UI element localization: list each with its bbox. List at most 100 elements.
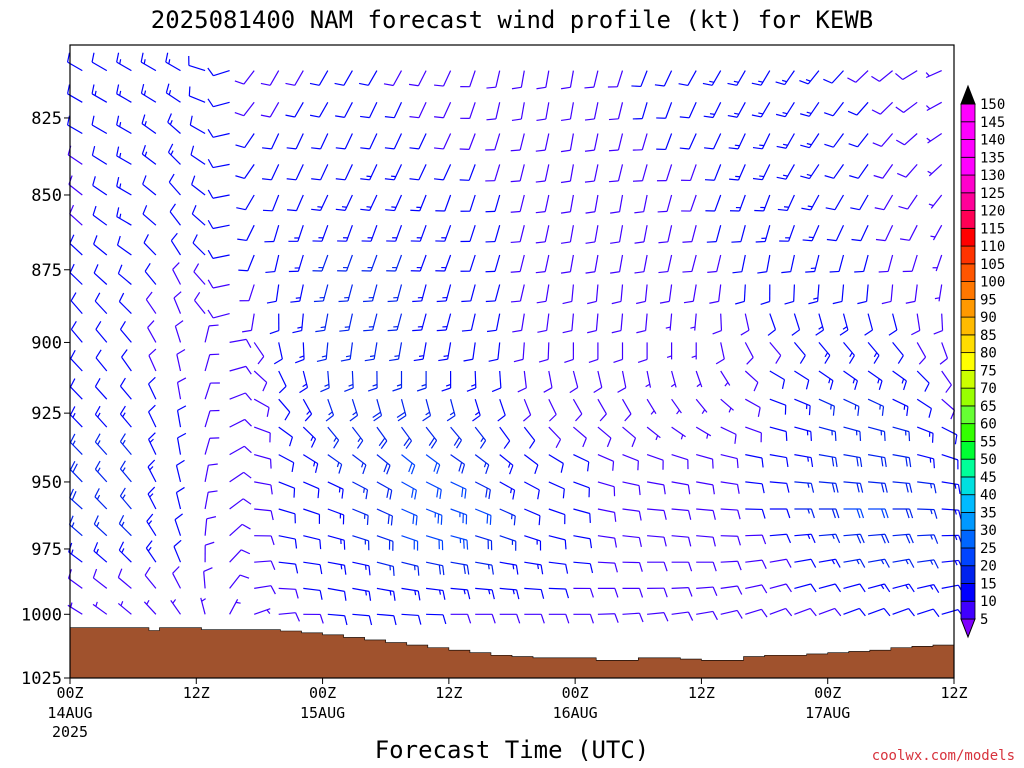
barb-shaft xyxy=(229,418,246,428)
barb-full xyxy=(589,513,591,523)
barb-shaft xyxy=(856,101,869,116)
barb-shaft xyxy=(70,358,83,372)
wind-barb xyxy=(941,426,958,445)
wind-barb xyxy=(573,481,590,498)
barb-half xyxy=(143,90,147,96)
wind-barb xyxy=(839,313,849,336)
wind-barb xyxy=(916,342,927,365)
wind-barb xyxy=(327,587,347,601)
barb-half xyxy=(806,430,809,436)
barb-full xyxy=(634,211,644,214)
barb-half xyxy=(510,514,513,520)
barb-full xyxy=(632,149,643,151)
barb-full xyxy=(905,508,910,519)
barb-shaft xyxy=(499,399,506,416)
wind-barb xyxy=(207,309,230,319)
colorbar-swatch xyxy=(960,583,976,602)
wind-barb xyxy=(895,133,918,146)
wind-barb xyxy=(118,514,132,537)
barb-full xyxy=(278,385,287,394)
barb-full xyxy=(91,84,95,94)
y-tick-label: 825 xyxy=(31,109,62,129)
barb-shaft xyxy=(548,508,566,516)
barb-shaft xyxy=(887,254,894,272)
wind-barb xyxy=(755,225,771,243)
barb-full xyxy=(849,175,859,179)
barb-full xyxy=(335,208,346,212)
wind-barb xyxy=(288,254,304,273)
barb-shaft xyxy=(908,224,918,241)
barb-full xyxy=(856,534,862,544)
barb-half xyxy=(294,237,300,239)
wind-barb xyxy=(311,133,329,150)
barb-shaft xyxy=(343,70,353,86)
barb-full xyxy=(587,300,597,305)
barb-full xyxy=(835,483,839,493)
wind-barb xyxy=(573,535,593,549)
barb-full xyxy=(147,486,156,495)
wind-barb xyxy=(656,164,673,182)
wind-barb xyxy=(678,70,697,87)
barb-full xyxy=(560,86,571,90)
barb-shaft xyxy=(417,70,427,87)
barb-full xyxy=(884,508,889,519)
wind-barb xyxy=(646,454,664,470)
barb-full xyxy=(608,180,619,183)
barb-shaft xyxy=(688,133,697,150)
barb-full xyxy=(702,82,713,86)
barb-full xyxy=(361,240,372,242)
barb-full xyxy=(94,460,101,470)
barb-shaft xyxy=(917,584,934,589)
barb-full xyxy=(802,239,813,242)
wind-barb xyxy=(93,515,108,537)
barb-full xyxy=(513,358,524,363)
wind-barb xyxy=(720,609,743,619)
wind-barb xyxy=(727,102,746,118)
barb-full xyxy=(884,558,890,568)
barb-full xyxy=(777,208,788,212)
barb-half xyxy=(143,59,146,64)
barb-shaft xyxy=(450,399,456,416)
barb-half xyxy=(459,538,462,544)
wind-barb xyxy=(335,194,353,212)
barb-shaft xyxy=(916,426,934,434)
barb-half xyxy=(696,383,702,388)
barb-full xyxy=(207,279,214,289)
barb-half xyxy=(905,584,909,590)
wind-barb xyxy=(94,405,108,428)
wind-barb xyxy=(902,254,918,273)
wind-barb xyxy=(720,560,742,571)
barb-full xyxy=(368,615,373,626)
barb-shaft xyxy=(720,454,738,460)
barb-full xyxy=(548,414,557,422)
barb-full xyxy=(412,514,415,524)
barb-shaft xyxy=(769,454,787,459)
wind-barb xyxy=(875,224,894,242)
wind-barb xyxy=(510,254,525,273)
barb-full xyxy=(372,411,381,419)
barb-shaft xyxy=(524,587,542,591)
barb-full xyxy=(832,300,843,305)
wind-barb xyxy=(727,70,746,86)
barb-shaft xyxy=(401,613,419,617)
barb-half xyxy=(483,462,487,468)
barb-full xyxy=(313,300,324,303)
wind-barb xyxy=(881,284,894,305)
barb-shaft xyxy=(204,518,208,536)
barb-shaft xyxy=(838,254,845,272)
barb-half xyxy=(701,409,706,414)
barb-half xyxy=(728,407,732,413)
barb-shaft xyxy=(248,284,255,301)
wind-barb xyxy=(229,574,250,589)
wind-barb xyxy=(658,225,673,244)
barb-shaft xyxy=(720,313,723,331)
wind-barb xyxy=(474,426,487,449)
barb-full xyxy=(384,178,395,181)
wind-barb xyxy=(573,613,594,624)
barb-full xyxy=(569,386,579,394)
wind-barb xyxy=(472,399,481,422)
barb-shaft xyxy=(302,426,316,440)
wind-barb xyxy=(173,291,182,314)
wind-barb xyxy=(681,194,697,212)
barb-half xyxy=(119,213,122,219)
